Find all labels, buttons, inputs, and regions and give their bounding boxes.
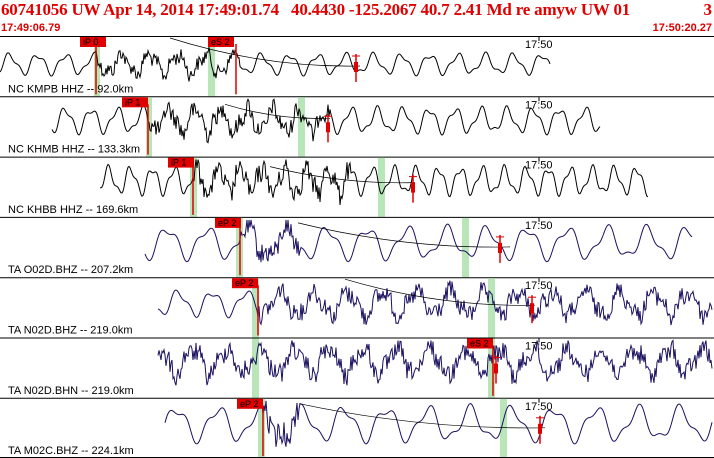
phase-pick-label-box[interactable] xyxy=(237,398,263,409)
waveform-trace xyxy=(100,159,649,206)
window-end-time: 17:50:20.27 xyxy=(652,22,712,34)
station-label: NC KHBB HHZ -- 169.6km xyxy=(8,204,138,216)
pick-window-band xyxy=(252,278,259,338)
station-label: TA M02C.BHZ -- 224.1km xyxy=(8,445,134,457)
event-header: 60741056 UW Apr 14, 2014 17:49:01.74 40.… xyxy=(0,0,714,36)
travel-time-curve xyxy=(344,278,536,306)
station-label: TA N02D.BHZ -- 219.0km xyxy=(8,325,133,337)
phase-pick-label: iP 0 xyxy=(83,37,98,47)
station-label: NC KMPB HHZ -- 92.0km xyxy=(8,83,133,95)
pick-window-band xyxy=(500,398,507,458)
trace-row[interactable]: 17:50 iP 0 eS 2 NC KMPB HHZ -- 92.0km xyxy=(0,36,714,97)
travel-time-curve xyxy=(269,166,416,184)
time-tick-label: 17:50 xyxy=(525,280,553,292)
phase-pick-label: eP 2 xyxy=(235,278,253,288)
phase-pick-label-box[interactable] xyxy=(215,217,241,228)
station-label: TA N02D.BHN -- 219.0km xyxy=(8,385,134,397)
predicted-arrival-box xyxy=(354,62,358,72)
waveform-trace xyxy=(164,400,713,447)
predicted-arrival-box xyxy=(530,303,534,314)
station-label: TA O02D.BHZ -- 207.2km xyxy=(8,264,133,276)
phase-pick-label-box[interactable] xyxy=(208,37,234,47)
pick-window-band xyxy=(94,37,100,97)
event-title: 60741056 UW Apr 14, 2014 17:49:01.74 40.… xyxy=(1,0,631,19)
pick-window-band xyxy=(252,338,259,398)
time-tick-label: 17:50 xyxy=(525,220,553,232)
window-start-time: 17:49:06.79 xyxy=(1,22,61,34)
pick-window-band xyxy=(488,338,495,398)
predicted-arrival-box xyxy=(326,122,330,133)
station-label: NC KHMB HHZ -- 133.3km xyxy=(8,144,140,156)
pick-window-band xyxy=(488,278,495,338)
pick-window-band xyxy=(462,217,469,278)
pick-window-band xyxy=(378,157,385,217)
event-suffix: 3 xyxy=(703,0,713,19)
phase-pick-label: eS 2 xyxy=(470,339,489,349)
phase-pick-label: eP 2 xyxy=(218,218,236,228)
travel-time-curve xyxy=(299,403,546,429)
phase-pick-label-box[interactable] xyxy=(232,278,258,289)
phase-pick-label: iP 1 xyxy=(171,158,186,168)
travel-time-curve xyxy=(169,37,361,67)
trace-row[interactable]: 17:50 eP 2 TA O02D.BHZ -- 207.2km xyxy=(0,216,714,278)
phase-pick-label-box[interactable] xyxy=(467,338,493,349)
waveform-trace xyxy=(157,339,713,386)
phase-pick-label: eS 2 xyxy=(211,37,230,47)
phase-pick-label-box[interactable] xyxy=(168,157,194,168)
waveform-trace xyxy=(0,47,551,82)
pick-window-band xyxy=(298,97,305,157)
phase-pick-label-box[interactable] xyxy=(122,97,148,108)
trace-row[interactable]: 17:50 eP 2 TA M02C.BHZ -- 224.1km xyxy=(0,397,714,458)
trace-row[interactable]: 17:50 eS 2 TA N02D.BHN -- 219.0km xyxy=(0,337,714,398)
time-tick-label: 17:50 xyxy=(525,341,553,353)
time-tick-label: 17:50 xyxy=(525,160,553,172)
waveform-trace xyxy=(157,280,713,326)
phase-pick-label: iP 1 xyxy=(125,97,140,107)
predicted-arrival-box xyxy=(538,423,542,434)
time-tick-label: 17:50 xyxy=(525,401,553,413)
predicted-arrival-box xyxy=(494,363,498,374)
trace-row[interactable]: 17:50 iP 1 NC KHBB HHZ -- 169.6km xyxy=(0,156,714,217)
predicted-arrival-box xyxy=(411,182,415,193)
pick-window-band xyxy=(258,398,265,458)
pick-window-band xyxy=(146,97,152,157)
travel-time-curve xyxy=(224,103,331,119)
seismogram-panel[interactable]: 17:50 iP 0 eS 2 NC KMPB HHZ -- 92.0km 17:50 i… xyxy=(0,36,714,458)
travel-time-curve xyxy=(297,222,511,248)
phase-pick-label-box[interactable] xyxy=(80,37,106,47)
predicted-arrival-box xyxy=(498,242,502,253)
phase-pick-label: eP 2 xyxy=(240,399,258,409)
waveform-trace xyxy=(144,219,693,263)
trace-row[interactable]: 17:50 eP 2 TA N02D.BHZ -- 219.0km xyxy=(0,277,714,338)
time-tick-label: 17:50 xyxy=(525,39,553,51)
